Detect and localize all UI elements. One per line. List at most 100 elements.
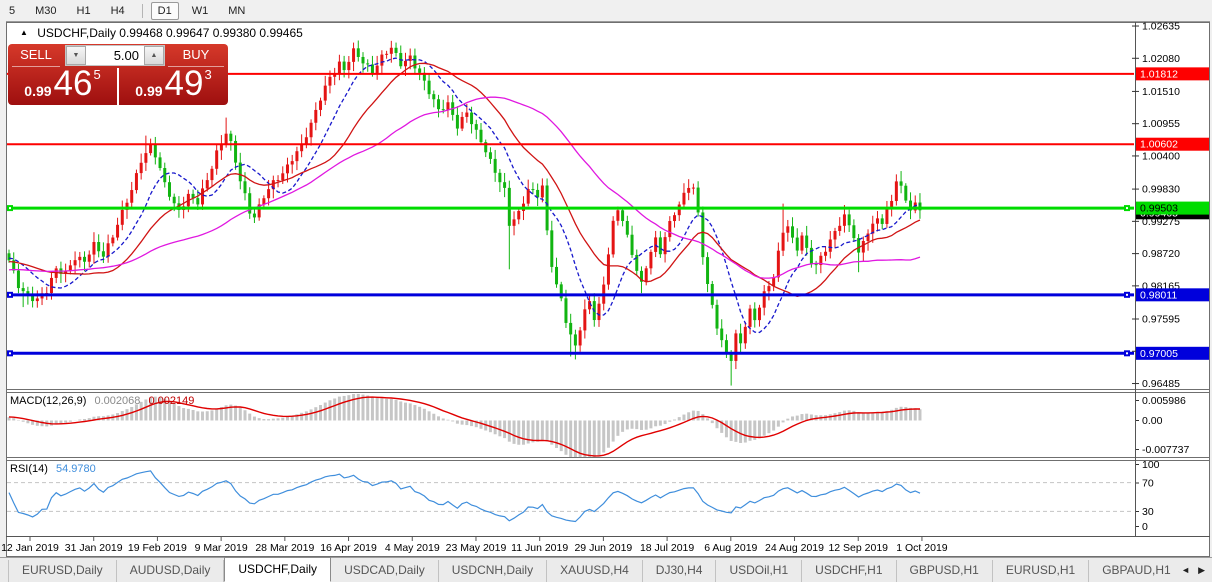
rsi-indicator-label: RSI(14) 54.9780 bbox=[10, 463, 96, 475]
level-badge-0.99503 bbox=[1136, 201, 1209, 215]
svg-text:12 Sep 2019: 12 Sep 2019 bbox=[828, 542, 888, 554]
one-click-trading-panel: SELL ▼ ▲ BUY 0.99 46 5 0.99 49 3 bbox=[8, 44, 228, 105]
bid-ask-display: 0.99 46 5 0.99 49 3 bbox=[8, 64, 228, 105]
macd-signal-line bbox=[8, 396, 920, 457]
level-badge-1.00602 bbox=[1136, 137, 1209, 151]
sell-price-panel[interactable]: 0.99 46 5 bbox=[8, 64, 119, 105]
date-axis: 12 Jan 2019 31 Jan 2019 19 Feb 2019 9 Mar 2… bbox=[1, 537, 948, 554]
toolbar-separator bbox=[141, 3, 143, 18]
timeframe-button-d1[interactable]: D1 bbox=[150, 1, 179, 20]
ma-21-line bbox=[8, 62, 921, 297]
tab-gbpaud-h1[interactable]: GBPAUD,H1 bbox=[1089, 560, 1172, 582]
sell-price-sup: 5 bbox=[93, 67, 101, 82]
tab-dj30-h4[interactable]: DJ30,H4 bbox=[643, 560, 717, 582]
timeframe-button-w1[interactable]: W1 bbox=[191, 4, 209, 17]
chart-window-frame bbox=[6, 22, 1210, 557]
tab-usdchf-daily[interactable]: USDCHF,Daily bbox=[224, 557, 332, 582]
timeframe-button-5[interactable]: 5 bbox=[9, 4, 16, 17]
buy-button[interactable]: BUY bbox=[166, 46, 226, 67]
sell-button[interactable]: SELL bbox=[10, 46, 62, 67]
chart-ohlc: 0.99468 0.99647 0.99380 0.99465 bbox=[119, 26, 303, 40]
svg-text:31 Jan 2019: 31 Jan 2019 bbox=[65, 542, 123, 554]
svg-text:100: 100 bbox=[1142, 459, 1160, 471]
svg-text:1 Oct 2019: 1 Oct 2019 bbox=[896, 542, 948, 554]
svg-text:29 Jun 2019: 29 Jun 2019 bbox=[574, 542, 632, 554]
rsi-value: 54.9780 bbox=[55, 463, 96, 475]
tab-audusd-daily[interactable]: AUDUSD,Daily bbox=[117, 560, 225, 582]
timeframe-button-mn[interactable]: MN bbox=[228, 4, 246, 17]
volume-input[interactable] bbox=[86, 46, 144, 65]
svg-text:11 Jun 2019: 11 Jun 2019 bbox=[511, 542, 568, 554]
svg-text:70: 70 bbox=[1142, 478, 1154, 490]
timeframe-button-h4[interactable]: H4 bbox=[110, 4, 125, 17]
ma-10-line bbox=[8, 57, 921, 334]
buy-price-panel[interactable]: 0.99 49 3 bbox=[119, 64, 228, 105]
chart-tab-bar: EURUSD,Daily AUDUSD,Daily USDCHF,Daily USDC… bbox=[0, 557, 1212, 582]
tab-usdoil-h1[interactable]: USDOil,H1 bbox=[716, 560, 803, 582]
chart-symbol: USDCHF,Daily bbox=[37, 26, 116, 40]
svg-text:0.96485: 0.96485 bbox=[1142, 378, 1180, 390]
svg-text:0.00: 0.00 bbox=[1142, 415, 1163, 427]
macd-value-signal: 0.002149 bbox=[148, 395, 195, 407]
chart-title: ▲ USDCHF,Daily 0.99468 0.99647 0.99380 0… bbox=[20, 26, 303, 40]
tab-usdchf-h1[interactable]: USDCHF,H1 bbox=[802, 560, 897, 582]
svg-text:30: 30 bbox=[1142, 506, 1154, 518]
svg-text:1.02080: 1.02080 bbox=[1142, 53, 1180, 65]
level-badge-1.01812 bbox=[1136, 67, 1209, 81]
tab-xauusd-h4[interactable]: XAUUSD,H4 bbox=[547, 560, 643, 582]
tab-gbpusd-h1[interactable]: GBPUSD,H1 bbox=[897, 560, 993, 582]
buy-price-sup: 3 bbox=[204, 67, 212, 82]
sell-price-base: 0.99 bbox=[24, 83, 52, 99]
volume-stepper: ▼ ▲ bbox=[65, 45, 165, 66]
rsi-line bbox=[8, 470, 921, 523]
svg-text:6 Aug 2019: 6 Aug 2019 bbox=[704, 542, 757, 554]
svg-text:1.01510: 1.01510 bbox=[1142, 86, 1180, 98]
svg-text:23 May 2019: 23 May 2019 bbox=[446, 542, 507, 554]
tab-usdcnh-daily[interactable]: USDCNH,Daily bbox=[439, 560, 548, 582]
timeframe-button-m30[interactable]: M30 bbox=[35, 4, 57, 17]
sell-price-big: 46 bbox=[53, 64, 93, 103]
svg-text:0.98720: 0.98720 bbox=[1142, 248, 1180, 260]
svg-text:1.02635: 1.02635 bbox=[1142, 21, 1180, 33]
svg-text:1.00955: 1.00955 bbox=[1142, 118, 1180, 130]
rsi-name: RSI(14) bbox=[10, 463, 48, 475]
svg-text:18 Jul 2019: 18 Jul 2019 bbox=[640, 542, 694, 554]
buy-price-big: 49 bbox=[164, 64, 204, 103]
svg-text:24 Aug 2019: 24 Aug 2019 bbox=[765, 542, 824, 554]
svg-text:0.99830: 0.99830 bbox=[1142, 184, 1180, 196]
volume-decrease-icon[interactable]: ▼ bbox=[66, 46, 86, 65]
svg-text:0.97005: 0.97005 bbox=[1140, 348, 1178, 360]
tab-eurusd-h1[interactable]: EURUSD,H1 bbox=[993, 560, 1090, 582]
tab-scroll-right-icon[interactable]: ▶ bbox=[1198, 565, 1205, 575]
svg-text:4 May 2019: 4 May 2019 bbox=[385, 542, 440, 554]
indicator-axis-labels: 0.005986 0.00 -0.007737 100 70 30 0 bbox=[1136, 395, 1189, 533]
price-badges: 0.994651.018121.006020.995030.980110.970… bbox=[1136, 67, 1209, 360]
svg-text:0.99503: 0.99503 bbox=[1140, 203, 1178, 215]
chart-tabs: EURUSD,Daily AUDUSD,Daily USDCHF,Daily USDC… bbox=[8, 557, 1172, 582]
tab-scroll-left-icon[interactable]: ◄ bbox=[1181, 565, 1191, 575]
svg-text:0.97595: 0.97595 bbox=[1142, 314, 1180, 326]
svg-text:12 Jan 2019: 12 Jan 2019 bbox=[1, 542, 59, 554]
volume-increase-icon[interactable]: ▲ bbox=[144, 46, 164, 65]
chart-canvas[interactable]: 1.02635 1.02080 1.01510 1.00955 1.00400 0.998… bbox=[0, 0, 1212, 557]
tab-usdcad-daily[interactable]: USDCAD,Daily bbox=[331, 560, 439, 582]
svg-text:1.00602: 1.00602 bbox=[1140, 139, 1178, 151]
svg-text:1.00400: 1.00400 bbox=[1142, 150, 1180, 162]
rsi-panel-content bbox=[7, 470, 1134, 523]
svg-text:28 Mar 2019: 28 Mar 2019 bbox=[255, 542, 314, 554]
timeframe-button-h1[interactable]: H1 bbox=[76, 4, 91, 17]
macd-name: MACD(12,26,9) bbox=[10, 395, 87, 407]
tab-scroll-buttons: ◄ ▶ bbox=[1177, 563, 1209, 578]
macd-indicator-label: MACD(12,26,9) 0.002068 0.002149 bbox=[10, 395, 194, 407]
svg-text:0.98011: 0.98011 bbox=[1140, 289, 1177, 301]
level-badge-0.98011 bbox=[1136, 288, 1209, 302]
collapse-panel-icon[interactable]: ▲ bbox=[20, 28, 28, 37]
svg-text:1.01812: 1.01812 bbox=[1140, 68, 1178, 80]
level-badge-0.97005 bbox=[1136, 346, 1209, 360]
moving-averages bbox=[8, 57, 921, 334]
buy-price-base: 0.99 bbox=[135, 83, 163, 99]
svg-text:-0.007737: -0.007737 bbox=[1142, 444, 1189, 456]
tab-eurusd-daily[interactable]: EURUSD,Daily bbox=[8, 560, 117, 582]
svg-text:19 Feb 2019: 19 Feb 2019 bbox=[128, 542, 187, 554]
